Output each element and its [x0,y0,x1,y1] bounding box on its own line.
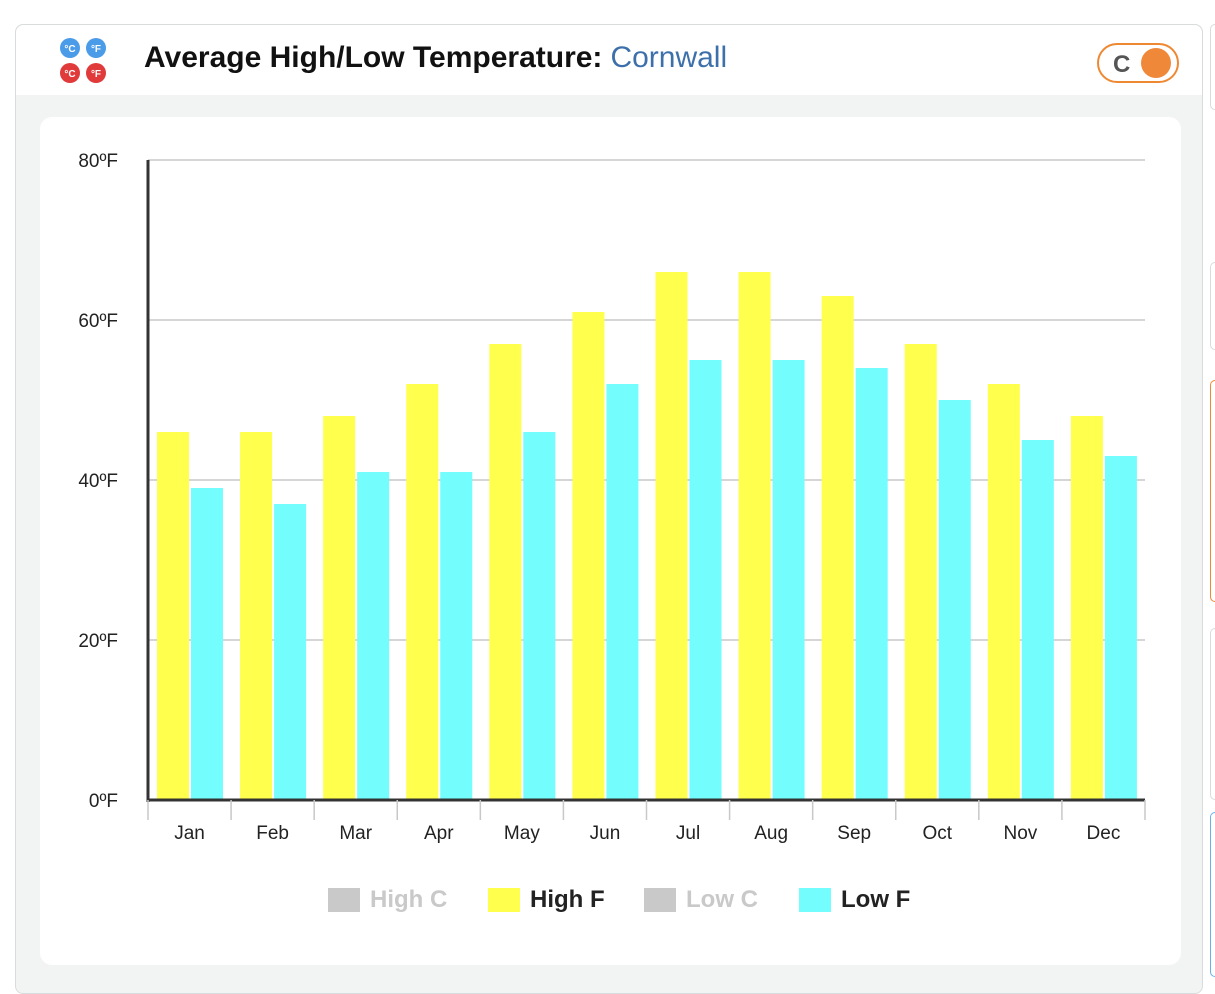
legend-label: Low F [841,886,911,913]
fahrenheit-blue-icon [86,38,106,58]
location-link[interactable]: Cornwall [610,41,728,74]
bar-high-f-aug[interactable] [738,272,771,800]
legend-item-low-f[interactable]: Low F [799,885,910,915]
icon-label: °F [91,44,101,55]
legend-swatch [488,888,520,912]
y-tick-label: 0ºF [89,791,118,812]
bar-low-f-nov[interactable] [1021,440,1054,800]
y-tick-label: 80ºF [78,151,118,172]
bar-low-f-oct[interactable] [938,400,971,800]
side-panel-edge [1210,628,1215,800]
bar-low-f-jun[interactable] [606,384,639,800]
side-panel-edge [1210,24,1215,110]
legend-swatch [328,888,360,912]
legend-swatch [644,888,676,912]
bar-high-f-jul[interactable] [655,272,688,800]
legend-swatch [799,888,831,912]
chart-legend: High C High F Low C Low F [40,885,1181,925]
toggle-label: C [1113,51,1131,78]
bar-high-f-dec[interactable] [1070,416,1103,800]
bar-high-f-feb[interactable] [240,432,273,800]
fahrenheit-red-icon [86,63,106,83]
celsius-red-icon [60,63,80,83]
temperature-chart: 0ºF 20ºF 40ºF 60ºF 80ºF Jan Feb Mar Apr May Jun Jul… [78,151,1146,844]
bar-low-f-may[interactable] [523,432,556,800]
bar-high-f-mar[interactable] [323,416,356,800]
x-tick-label: Jun [590,823,621,844]
bar-high-f-sep[interactable] [821,296,854,800]
legend-item-high-f[interactable]: High F [488,885,605,915]
bar-low-f-feb[interactable] [274,504,307,800]
bar-high-f-jan[interactable] [157,432,189,800]
x-tick-label: Aug [754,823,788,844]
bar-high-f-nov[interactable] [987,384,1020,800]
legend-item-low-c[interactable]: Low C [644,885,758,915]
card-header: °C °F °C °F Average High/Low Temperature… [16,25,1202,95]
thermometer-units-icon: °C °F °C °F [60,38,106,83]
bar-high-f-jun[interactable] [572,312,605,800]
x-tick-label: Apr [424,823,454,844]
x-tick-label: Mar [339,823,372,844]
icon-label: °C [64,44,75,55]
bar-low-f-apr[interactable] [440,472,473,800]
x-tick-label: May [504,823,540,844]
bar-low-f-mar[interactable] [357,472,390,800]
x-tick-label: Feb [256,823,289,844]
y-tick-label: 20ºF [78,631,118,652]
temperature-card: °C °F °C °F Average High/Low Temperature… [15,24,1203,994]
x-tick-label: Jan [174,823,205,844]
bar-high-f-oct[interactable] [904,344,937,800]
bar-low-f-jan[interactable] [191,488,223,800]
icon-label: °F [91,69,101,80]
bar-high-f-apr[interactable] [406,384,439,800]
bar-low-f-jul[interactable] [689,360,722,800]
title-text: Average High/Low Temperature: [144,41,603,74]
y-tick-label: 60ºF [78,311,118,332]
toggle-knob-icon [1141,48,1171,78]
side-panel-edge [1210,812,1215,977]
x-tick-label: Jul [676,823,700,844]
x-tick-label: Nov [1003,823,1037,844]
chart-panel: 0ºF 20ºF 40ºF 60ºF 80ºF Jan Feb Mar Apr May Jun Jul… [40,117,1181,965]
side-panel-edge [1210,380,1215,602]
bar-high-f-may[interactable] [489,344,522,800]
side-panel-edge [1210,262,1215,350]
legend-label: High F [530,886,605,913]
legend-label: High C [370,886,448,913]
legend-label: Low C [686,886,758,913]
unit-toggle[interactable]: C [1097,43,1179,83]
icon-label: °C [64,69,75,80]
x-tick-label: Sep [837,823,871,844]
celsius-blue-icon [60,38,80,58]
legend-item-high-c[interactable]: High C [328,885,447,915]
bar-low-f-aug[interactable] [772,360,805,800]
bar-low-f-dec[interactable] [1104,456,1137,800]
y-tick-label: 40ºF [78,471,118,492]
page-title: Average High/Low Temperature: Cornwall [144,41,727,75]
bar-low-f-sep[interactable] [855,368,888,800]
x-tick-label: Oct [923,823,953,844]
x-tick-label: Dec [1087,823,1121,844]
